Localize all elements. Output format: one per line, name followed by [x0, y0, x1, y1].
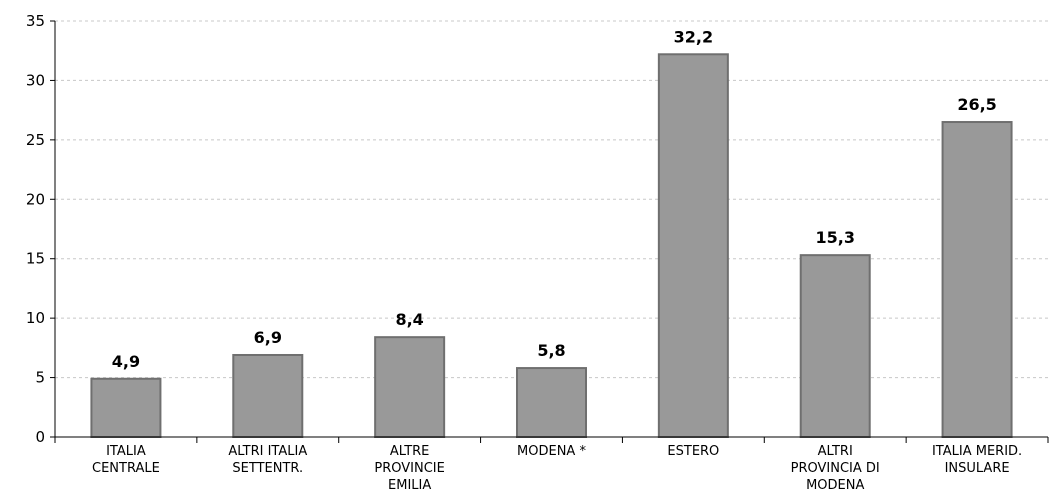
x-category-label-italia-centrale: ITALIA CENTRALE	[92, 444, 160, 476]
x-category-label-altre-provincie-emilia: ALTRE PROVINCIE EMILIA	[374, 444, 444, 493]
x-category-label-estero: ESTERO	[667, 444, 719, 459]
bar-altri-provincia-di-modena	[799, 254, 871, 438]
labels: 0 5 10 15 20 25 30 35 4,9 ITALIA CENTRALE 6,9 ALTRI …	[26, 12, 1022, 493]
y-tick-label: 20	[26, 190, 45, 208]
bar-altri-italia-settentr	[232, 353, 304, 439]
data-label-italia-centrale: 4,9	[112, 352, 140, 371]
y-tick-label: 10	[26, 309, 45, 327]
data-label-estero: 32,2	[674, 27, 713, 46]
data-label-altre-provincie-emilia: 8,4	[395, 310, 423, 329]
data-label-altri-italia-settentr: 6,9	[254, 328, 282, 347]
x-category-label-italia-merid-insulare: ITALIA MERID. INSULARE	[932, 444, 1022, 476]
data-label-altri-provincia-di-modena: 15,3	[815, 228, 854, 247]
bar-estero	[657, 53, 729, 438]
x-category-label-altri-provincia-di-modena: ALTRI PROVINCIA DI MODENA	[791, 444, 880, 493]
bar-modena	[516, 367, 587, 439]
x-category-label-altri-italia-settentr: ALTRI ITALIA SETTENTR.	[228, 444, 307, 476]
y-tick-label: 15	[26, 250, 45, 268]
y-tick-label: 30	[26, 71, 45, 89]
axes	[50, 20, 1049, 443]
data-label-italia-merid-insulare: 26,5	[957, 95, 996, 114]
gridlines	[55, 20, 1048, 379]
bar-altre-provincie-emilia	[374, 336, 446, 438]
y-tick-label: 5	[35, 369, 45, 387]
bars	[90, 53, 1013, 439]
y-tick-label: 35	[26, 12, 45, 30]
bar-italia-centrale	[90, 377, 162, 439]
bar-italia-merid-insulare	[941, 121, 1013, 439]
y-tick-label: 0	[35, 428, 45, 446]
y-tick-label: 25	[26, 131, 45, 149]
x-category-label-modena: MODENA *	[517, 444, 586, 459]
data-label-modena: 5,8	[537, 341, 565, 360]
